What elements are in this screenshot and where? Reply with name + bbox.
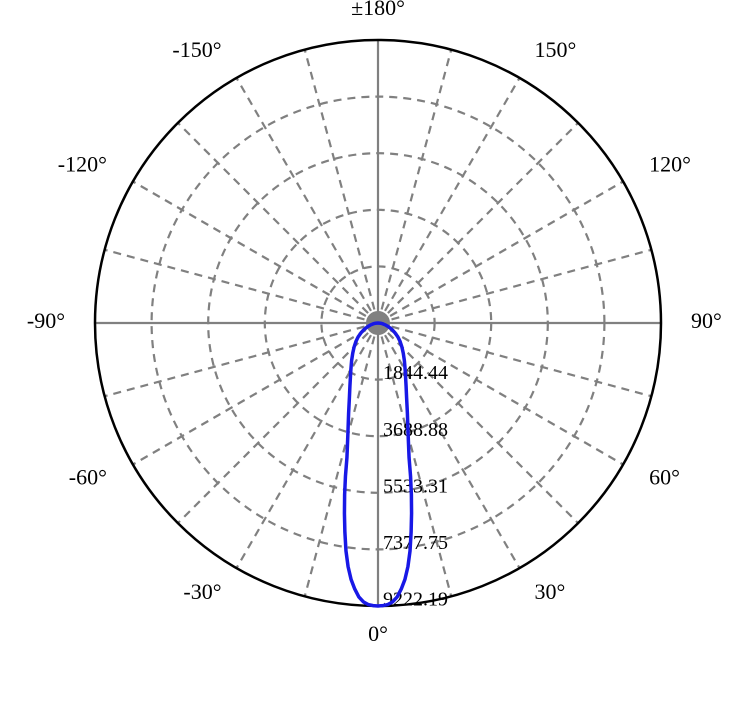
grid-spoke <box>133 182 378 324</box>
radial-label: 7377.75 <box>383 532 448 554</box>
angle-label: 150° <box>535 37 577 62</box>
grid-spoke <box>105 250 378 323</box>
angle-label: 90° <box>691 308 722 333</box>
polar-chart: 1844.443688.885533.317377.759222.190°30°… <box>0 0 754 710</box>
radial-labels: 1844.443688.885533.317377.759222.19 <box>383 362 448 610</box>
grid-spoke <box>178 123 378 323</box>
radial-label: 1844.44 <box>383 362 448 384</box>
grid-spoke <box>305 50 378 323</box>
grid-spoke <box>305 323 378 596</box>
angle-label: 0° <box>368 621 388 646</box>
angle-label: -120° <box>58 152 107 177</box>
grid-spoke <box>237 78 379 323</box>
grid-spoke <box>237 323 379 568</box>
grid-spoke <box>105 323 378 396</box>
grid-spoke <box>378 78 520 323</box>
grid-spoke <box>378 123 578 323</box>
grid-spoke <box>378 323 651 396</box>
grid-spoke <box>378 182 623 324</box>
grid-spoke <box>378 50 451 323</box>
angle-label: -60° <box>69 465 107 490</box>
radial-label: 5533.31 <box>383 475 448 497</box>
grid-spoke <box>378 250 651 323</box>
grid-spoke <box>133 323 378 465</box>
angle-label: 120° <box>649 152 691 177</box>
angle-label: ±180° <box>351 0 405 20</box>
angle-label: -90° <box>27 308 65 333</box>
angle-label: 60° <box>649 465 680 490</box>
radial-label: 3688.88 <box>383 419 448 441</box>
angle-label: 30° <box>535 579 566 604</box>
grid-spoke <box>378 323 623 465</box>
angle-label: -150° <box>172 37 221 62</box>
angle-label: -30° <box>183 579 221 604</box>
